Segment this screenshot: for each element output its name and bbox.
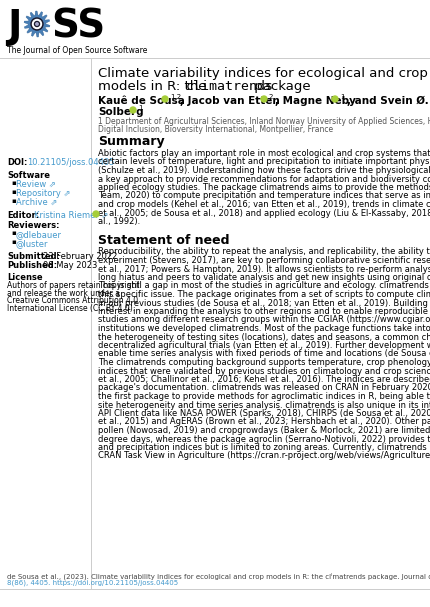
Text: degree days, whereas the package agroclin (Serrano-Notivoli, 2022) provides temp: degree days, whereas the package agrocli… (98, 435, 430, 444)
Text: the heterogeneity of testing sites (locations), dates and seasons, a common char: the heterogeneity of testing sites (loca… (98, 333, 430, 342)
Text: The Journal of Open Source Software: The Journal of Open Source Software (7, 46, 147, 55)
Text: Repository ⇗: Repository ⇗ (16, 189, 71, 198)
Text: The climatrends computing background supports temperature, crop phenology and cr: The climatrends computing background sup… (98, 358, 430, 367)
Text: Statement of need: Statement of need (98, 234, 230, 246)
Text: DOI:: DOI: (7, 158, 28, 167)
Text: 1,2: 1,2 (170, 94, 181, 100)
Text: Reviewers:: Reviewers: (7, 221, 59, 230)
Text: Summary: Summary (98, 135, 165, 148)
Text: Editor:: Editor: (7, 211, 39, 220)
Text: et al., 2005; de Sousa et al., 2018) and applied ecology (Liu & El-Kassaby, 2018: et al., 2005; de Sousa et al., 2018) and… (98, 208, 430, 217)
Text: this specific issue. The package originates from a set of scripts to compute cli: this specific issue. The package origina… (98, 290, 430, 299)
Text: 1: 1 (138, 105, 142, 111)
Text: and precipitation indices but is limited to zoning areas. Currently, climatrends: and precipitation indices but is limited… (98, 443, 430, 452)
Text: de Sousa et al., (2023). Climate variability indices for ecological and crop mod: de Sousa et al., (2023). Climate variabi… (7, 572, 430, 580)
Text: ▪: ▪ (11, 198, 16, 204)
Text: Reproducibility, the ability to repeat the analysis, and replicability, the abil: Reproducibility, the ability to repeat t… (98, 248, 430, 257)
Text: SS: SS (51, 8, 105, 46)
Text: experiment (Stevens, 2017), are key to performing collaborative scientific resea: experiment (Stevens, 2017), are key to p… (98, 256, 430, 265)
Circle shape (93, 211, 99, 217)
Polygon shape (24, 11, 50, 37)
Text: Published:: Published: (7, 261, 57, 270)
Text: Kristina Riemer ⇗: Kristina Riemer ⇗ (34, 211, 108, 220)
Text: long hiatus and peers to validate analysis and get new insights using original o: long hiatus and peers to validate analys… (98, 273, 430, 282)
Text: in our previous studies (de Sousa et al., 2018; van Etten et al., 2019). Buildin: in our previous studies (de Sousa et al.… (98, 299, 430, 308)
Circle shape (33, 19, 42, 29)
Text: ▪: ▪ (11, 180, 16, 186)
Text: models in R: the: models in R: the (98, 80, 211, 93)
Text: Authors of papers retain copyright: Authors of papers retain copyright (7, 281, 139, 290)
Text: @luster: @luster (16, 239, 49, 248)
Text: Digital Inclusion, Bioversity International, Montpellier, France: Digital Inclusion, Bioversity Internatio… (98, 124, 333, 134)
Text: 1 Department of Agricultural Sciences, Inland Norway University of Applied Scien: 1 Department of Agricultural Sciences, I… (98, 117, 430, 126)
Text: pollen (Nowosad, 2019) and cropgrowdays (Baker & Morlock, 2021) are limited to g: pollen (Nowosad, 2019) and cropgrowdays … (98, 426, 430, 435)
Text: 8(86), 4405. https://doi.org/10.21105/joss.04405: 8(86), 4405. https://doi.org/10.21105/jo… (7, 580, 178, 586)
Text: Kauê de Sousa: Kauê de Sousa (98, 96, 185, 106)
Circle shape (31, 18, 43, 30)
Text: 10.21105/joss.04405: 10.21105/joss.04405 (27, 158, 114, 167)
Text: climatrends: climatrends (186, 80, 274, 93)
Circle shape (261, 96, 267, 102)
Text: a key approach to provide recommendations for adaptation and biodiversity conser: a key approach to provide recommendation… (98, 174, 430, 183)
Circle shape (34, 21, 40, 27)
Text: al., 1992).: al., 1992). (98, 217, 140, 226)
Text: package's documentation. climatrends was released on CRAN in February 2020 and w: package's documentation. climatrends was… (98, 384, 430, 393)
Text: the first package to provide methods for agroclimatic indices in R, being able t: the first package to provide methods for… (98, 392, 430, 401)
Text: J: J (7, 8, 22, 46)
Text: Review ⇗: Review ⇗ (16, 180, 56, 189)
Text: and release the work under a: and release the work under a (7, 288, 120, 297)
Text: 23 February 2022: 23 February 2022 (43, 252, 117, 261)
Text: API Client data like NASA POWER (Sparks, 2018), CHIRPS (de Sousa et al., 2020; F: API Client data like NASA POWER (Sparks,… (98, 409, 430, 418)
Text: , and Svein Ø.: , and Svein Ø. (347, 96, 429, 106)
Circle shape (332, 96, 338, 102)
Text: ▪: ▪ (11, 230, 16, 236)
Text: , Magne Neby: , Magne Neby (275, 96, 356, 106)
Text: ▪: ▪ (11, 189, 16, 195)
Text: package: package (250, 80, 310, 93)
Text: CRAN Task View in Agriculture (https://cran.r-project.org/web/views/Agriculture.: CRAN Task View in Agriculture (https://c… (98, 452, 430, 461)
Text: et al., 2005; Challinor et al., 2016; Kehel et al., 2016). The indices are descr: et al., 2005; Challinor et al., 2016; Ke… (98, 375, 430, 384)
Text: Team, 2020) to compute precipitation and temperature indices that serve as input: Team, 2020) to compute precipitation and… (98, 191, 430, 200)
Text: (Schulze et al., 2019). Understanding how these factors drive the physiological : (Schulze et al., 2019). Understanding ho… (98, 166, 430, 175)
Text: and crop models (Kehel et al., 2016; van Etten et al., 2019), trends in climate : and crop models (Kehel et al., 2016; van… (98, 200, 430, 209)
Text: , Jacob van Etten: , Jacob van Etten (180, 96, 280, 106)
Text: studies among different research groups within the CGIAR (https://www.cgiar.org): studies among different research groups … (98, 316, 430, 325)
Text: site heterogeneity and time series analysis. climatrends is also unique in its i: site heterogeneity and time series analy… (98, 401, 430, 410)
Text: Creative Commons Attribution 4.0: Creative Commons Attribution 4.0 (7, 296, 138, 305)
Text: Software: Software (7, 171, 50, 180)
Text: 2: 2 (269, 94, 273, 100)
Text: Abiotic factors play an important role in most ecological and crop systems that : Abiotic factors play an important role i… (98, 149, 430, 158)
Text: applied ecology studies. The package climatrends aims to provide the methods in : applied ecology studies. The package cli… (98, 183, 430, 192)
Circle shape (162, 96, 168, 102)
Text: enable time series analysis with fixed periods of time and locations (de Sousa e: enable time series analysis with fixed p… (98, 350, 430, 359)
Text: institutions we developed climatrends. Most of the package functions take into a: institutions we developed climatrends. M… (98, 324, 430, 333)
Text: International License (CC BY 4.0).: International License (CC BY 4.0). (7, 304, 135, 313)
Text: et al., 2017; Powers & Hampton, 2019). It allows scientists to re-perform analys: et al., 2017; Powers & Hampton, 2019). I… (98, 265, 430, 274)
Text: et al., 2015) and AgERAS (Brown et al., 2023; Hershbach et al., 2020). Other pac: et al., 2015) and AgERAS (Brown et al., … (98, 418, 430, 427)
Circle shape (130, 107, 136, 113)
Text: @dlebauer: @dlebauer (16, 230, 62, 239)
Circle shape (36, 23, 38, 25)
Text: 08 May 2023: 08 May 2023 (43, 261, 97, 270)
Text: Solberg: Solberg (98, 107, 144, 117)
Text: Climate variability indices for ecological and crop: Climate variability indices for ecologic… (98, 67, 428, 80)
Text: indices that were validated by previous studies on climatology and crop science : indices that were validated by previous … (98, 367, 430, 376)
Text: ▪: ▪ (11, 239, 16, 245)
Text: Archive ⇗: Archive ⇗ (16, 198, 57, 207)
Text: 1: 1 (340, 94, 344, 100)
Text: This is still a gap in most of the studies in agriculture and ecology. climatren: This is still a gap in most of the studi… (98, 282, 430, 291)
Text: certain levels of temperature, light and precipitation to initiate important phy: certain levels of temperature, light and… (98, 157, 430, 166)
Text: decentralized agricultural trials (van Etten et al., 2019). Further development : decentralized agricultural trials (van E… (98, 341, 430, 350)
Text: Submitted:: Submitted: (7, 252, 60, 261)
Text: interest in expanding the analysis to other regions and to enable reproducible a: interest in expanding the analysis to ot… (98, 307, 430, 316)
Text: License: License (7, 273, 43, 282)
